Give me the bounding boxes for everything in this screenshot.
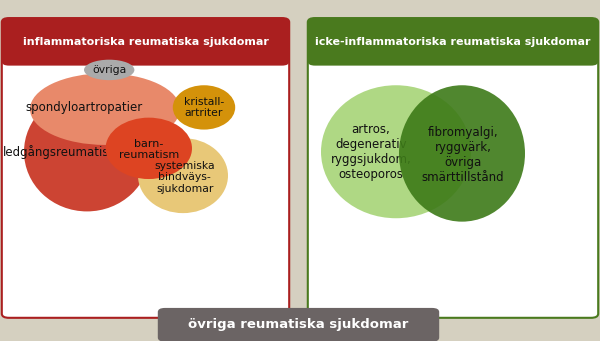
FancyBboxPatch shape bbox=[2, 18, 289, 65]
Ellipse shape bbox=[24, 92, 150, 211]
Bar bbox=[9, 40, 282, 61]
Text: artros,
degenerativ
ryggsjukdom,
osteoporos: artros, degenerativ ryggsjukdom, osteopo… bbox=[331, 123, 411, 181]
FancyBboxPatch shape bbox=[308, 18, 598, 318]
Text: kristall-
artriter: kristall- artriter bbox=[184, 97, 224, 118]
FancyBboxPatch shape bbox=[2, 18, 289, 318]
Ellipse shape bbox=[321, 85, 471, 218]
Text: inflammatoriska reumatiska sjukdomar: inflammatoriska reumatiska sjukdomar bbox=[23, 37, 268, 47]
Ellipse shape bbox=[138, 138, 228, 213]
Text: systemiska
bindväys-
sjukdomar: systemiska bindväys- sjukdomar bbox=[154, 161, 215, 194]
Text: spondyloartropatier: spondyloartropatier bbox=[25, 101, 143, 114]
FancyBboxPatch shape bbox=[158, 308, 439, 341]
Text: övriga: övriga bbox=[92, 65, 127, 75]
FancyBboxPatch shape bbox=[308, 18, 598, 65]
Ellipse shape bbox=[84, 60, 134, 80]
Ellipse shape bbox=[399, 85, 525, 222]
Text: icke-inflammatoriska reumatiska sjukdomar: icke-inflammatoriska reumatiska sjukdoma… bbox=[315, 37, 591, 47]
Text: fibromyalgi,
ryggvärk,
övriga
smärttillstånd: fibromyalgi, ryggvärk, övriga smärttills… bbox=[422, 126, 505, 184]
Text: barn-
reumatism: barn- reumatism bbox=[119, 138, 179, 160]
Text: ledgångsreumatism: ledgångsreumatism bbox=[3, 145, 121, 159]
Ellipse shape bbox=[106, 118, 192, 179]
Ellipse shape bbox=[173, 85, 235, 130]
Ellipse shape bbox=[30, 73, 180, 145]
Text: övriga reumatiska sjukdomar: övriga reumatiska sjukdomar bbox=[188, 318, 409, 331]
Bar bbox=[315, 40, 591, 61]
